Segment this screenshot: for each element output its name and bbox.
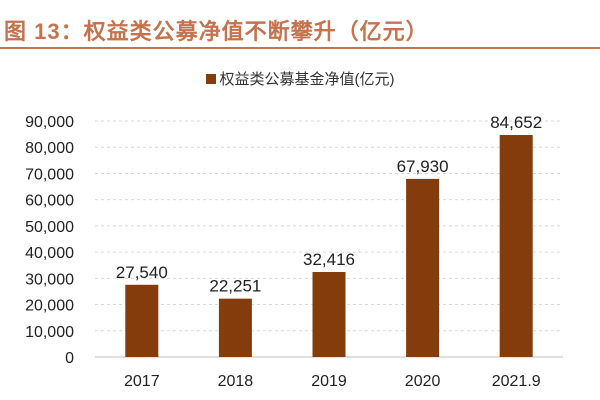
bar [406, 178, 440, 357]
x-tick-label: 2019 [311, 373, 347, 390]
data-label: 32,416 [303, 250, 355, 269]
y-tick-label: 80,000 [25, 140, 74, 157]
y-tick-label: 40,000 [25, 245, 74, 262]
x-tick-label: 2021.9 [492, 373, 541, 390]
y-tick-label: 50,000 [25, 219, 74, 236]
y-tick-label: 0 [65, 350, 74, 367]
x-tick-label: 2020 [405, 373, 441, 390]
data-label: 22,251 [209, 277, 261, 296]
x-tick-label: 2018 [218, 373, 254, 390]
legend: 权益类公募基金净值(亿元) [0, 68, 600, 89]
data-label: 67,930 [397, 157, 449, 176]
bar [218, 298, 252, 357]
legend-swatch [205, 74, 216, 84]
y-tick-label: 60,000 [25, 193, 74, 210]
legend-label: 权益类公募基金净值(亿元) [219, 71, 395, 88]
x-tick-label: 2017 [124, 373, 160, 390]
y-tick-label: 30,000 [25, 271, 74, 288]
title-rule [0, 47, 600, 49]
y-tick-label: 70,000 [25, 166, 74, 183]
data-label: 27,540 [116, 263, 168, 282]
figure-title: 图 13：权益类公募净值不断攀升（亿元） [4, 19, 429, 44]
y-tick-label: 10,000 [25, 324, 74, 341]
bar [125, 284, 159, 357]
y-tick-label: 90,000 [25, 114, 74, 131]
data-label: 84,652 [490, 113, 542, 132]
bar [312, 271, 346, 357]
y-tick-label: 20,000 [25, 298, 74, 315]
bar [499, 135, 533, 357]
